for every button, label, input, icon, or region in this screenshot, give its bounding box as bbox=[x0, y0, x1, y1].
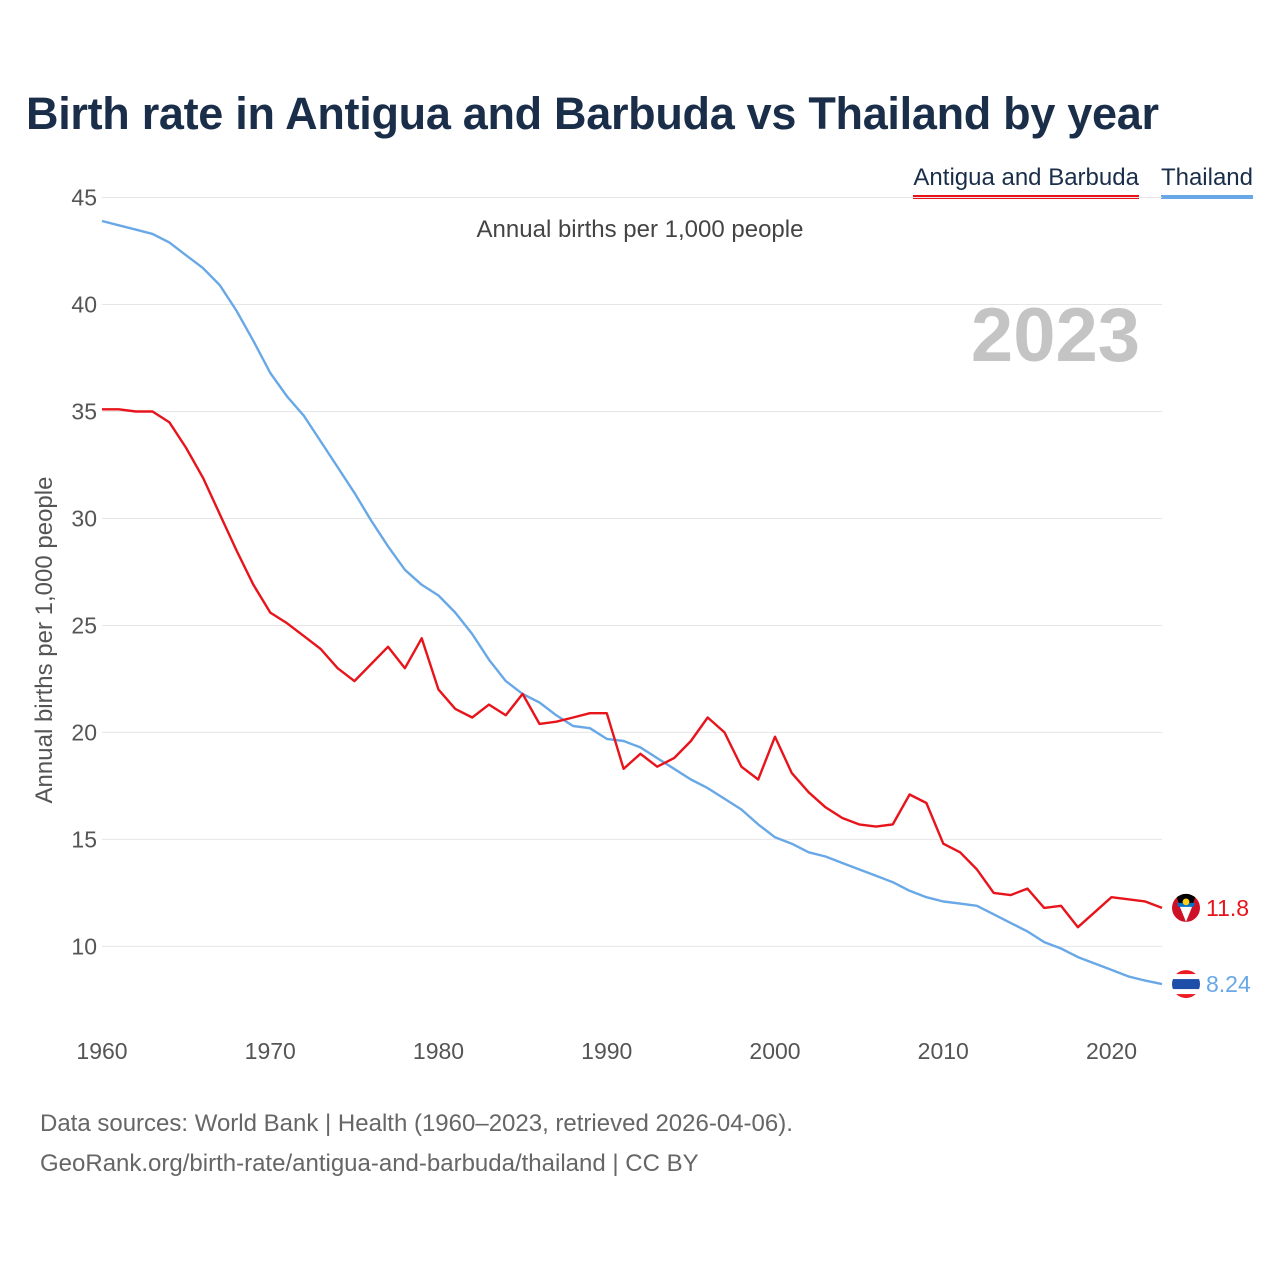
axis-ticks: 10 15 20 25 30 35 40 45 1960 1970 1980 1990 2000 2010… bbox=[71, 185, 1137, 1065]
x-tick-label: 2020 bbox=[1086, 1038, 1137, 1064]
y-tick-label: 35 bbox=[71, 398, 97, 424]
year-watermark: 2023 bbox=[971, 293, 1140, 378]
legend-item-thailand[interactable]: Thailand bbox=[1160, 164, 1253, 199]
footer: Data sources: World Bank | Health (1960–… bbox=[40, 1104, 793, 1184]
chart-title: Birth rate in Antigua and Barbuda vs Tha… bbox=[26, 88, 1159, 139]
y-axis-label: Annual births per 1,000 people bbox=[31, 477, 58, 804]
end-value-label-antigua: 11.8 bbox=[1206, 895, 1249, 921]
series-line-antigua-and-barbuda[interactable] bbox=[102, 408, 1163, 929]
gridlines bbox=[102, 197, 1162, 947]
y-tick-label: 25 bbox=[71, 612, 97, 638]
x-tick-label: 1970 bbox=[245, 1038, 296, 1064]
footer-sources: Data sources: World Bank | Health (1960–… bbox=[40, 1110, 793, 1137]
end-value-label-thailand: 8.24 bbox=[1206, 971, 1251, 997]
x-tick-label: 1990 bbox=[581, 1038, 632, 1064]
y-tick-label: 45 bbox=[71, 185, 97, 211]
y-tick-label: 20 bbox=[71, 719, 97, 745]
footer-link[interactable]: GeoRank.org/birth-rate/antigua-and-barbu… bbox=[40, 1150, 699, 1177]
x-tick-label: 1960 bbox=[76, 1038, 127, 1064]
y-tick-label: 40 bbox=[71, 291, 97, 317]
x-tick-label: 2000 bbox=[749, 1038, 800, 1064]
end-flags: 11.8 8.24 bbox=[1172, 893, 1251, 999]
antigua-flag-icon bbox=[1172, 893, 1200, 922]
chart-subtitle: Annual births per 1,000 people bbox=[476, 216, 804, 243]
y-tick-label: 30 bbox=[71, 505, 97, 531]
y-tick-label: 15 bbox=[71, 826, 97, 852]
x-tick-label: 1980 bbox=[413, 1038, 464, 1064]
series-line-thailand[interactable] bbox=[101, 219, 1163, 986]
series-lines bbox=[101, 219, 1163, 986]
thailand-flag-icon bbox=[1172, 970, 1200, 999]
y-tick-label: 10 bbox=[71, 933, 97, 959]
x-tick-label: 2010 bbox=[918, 1038, 969, 1064]
